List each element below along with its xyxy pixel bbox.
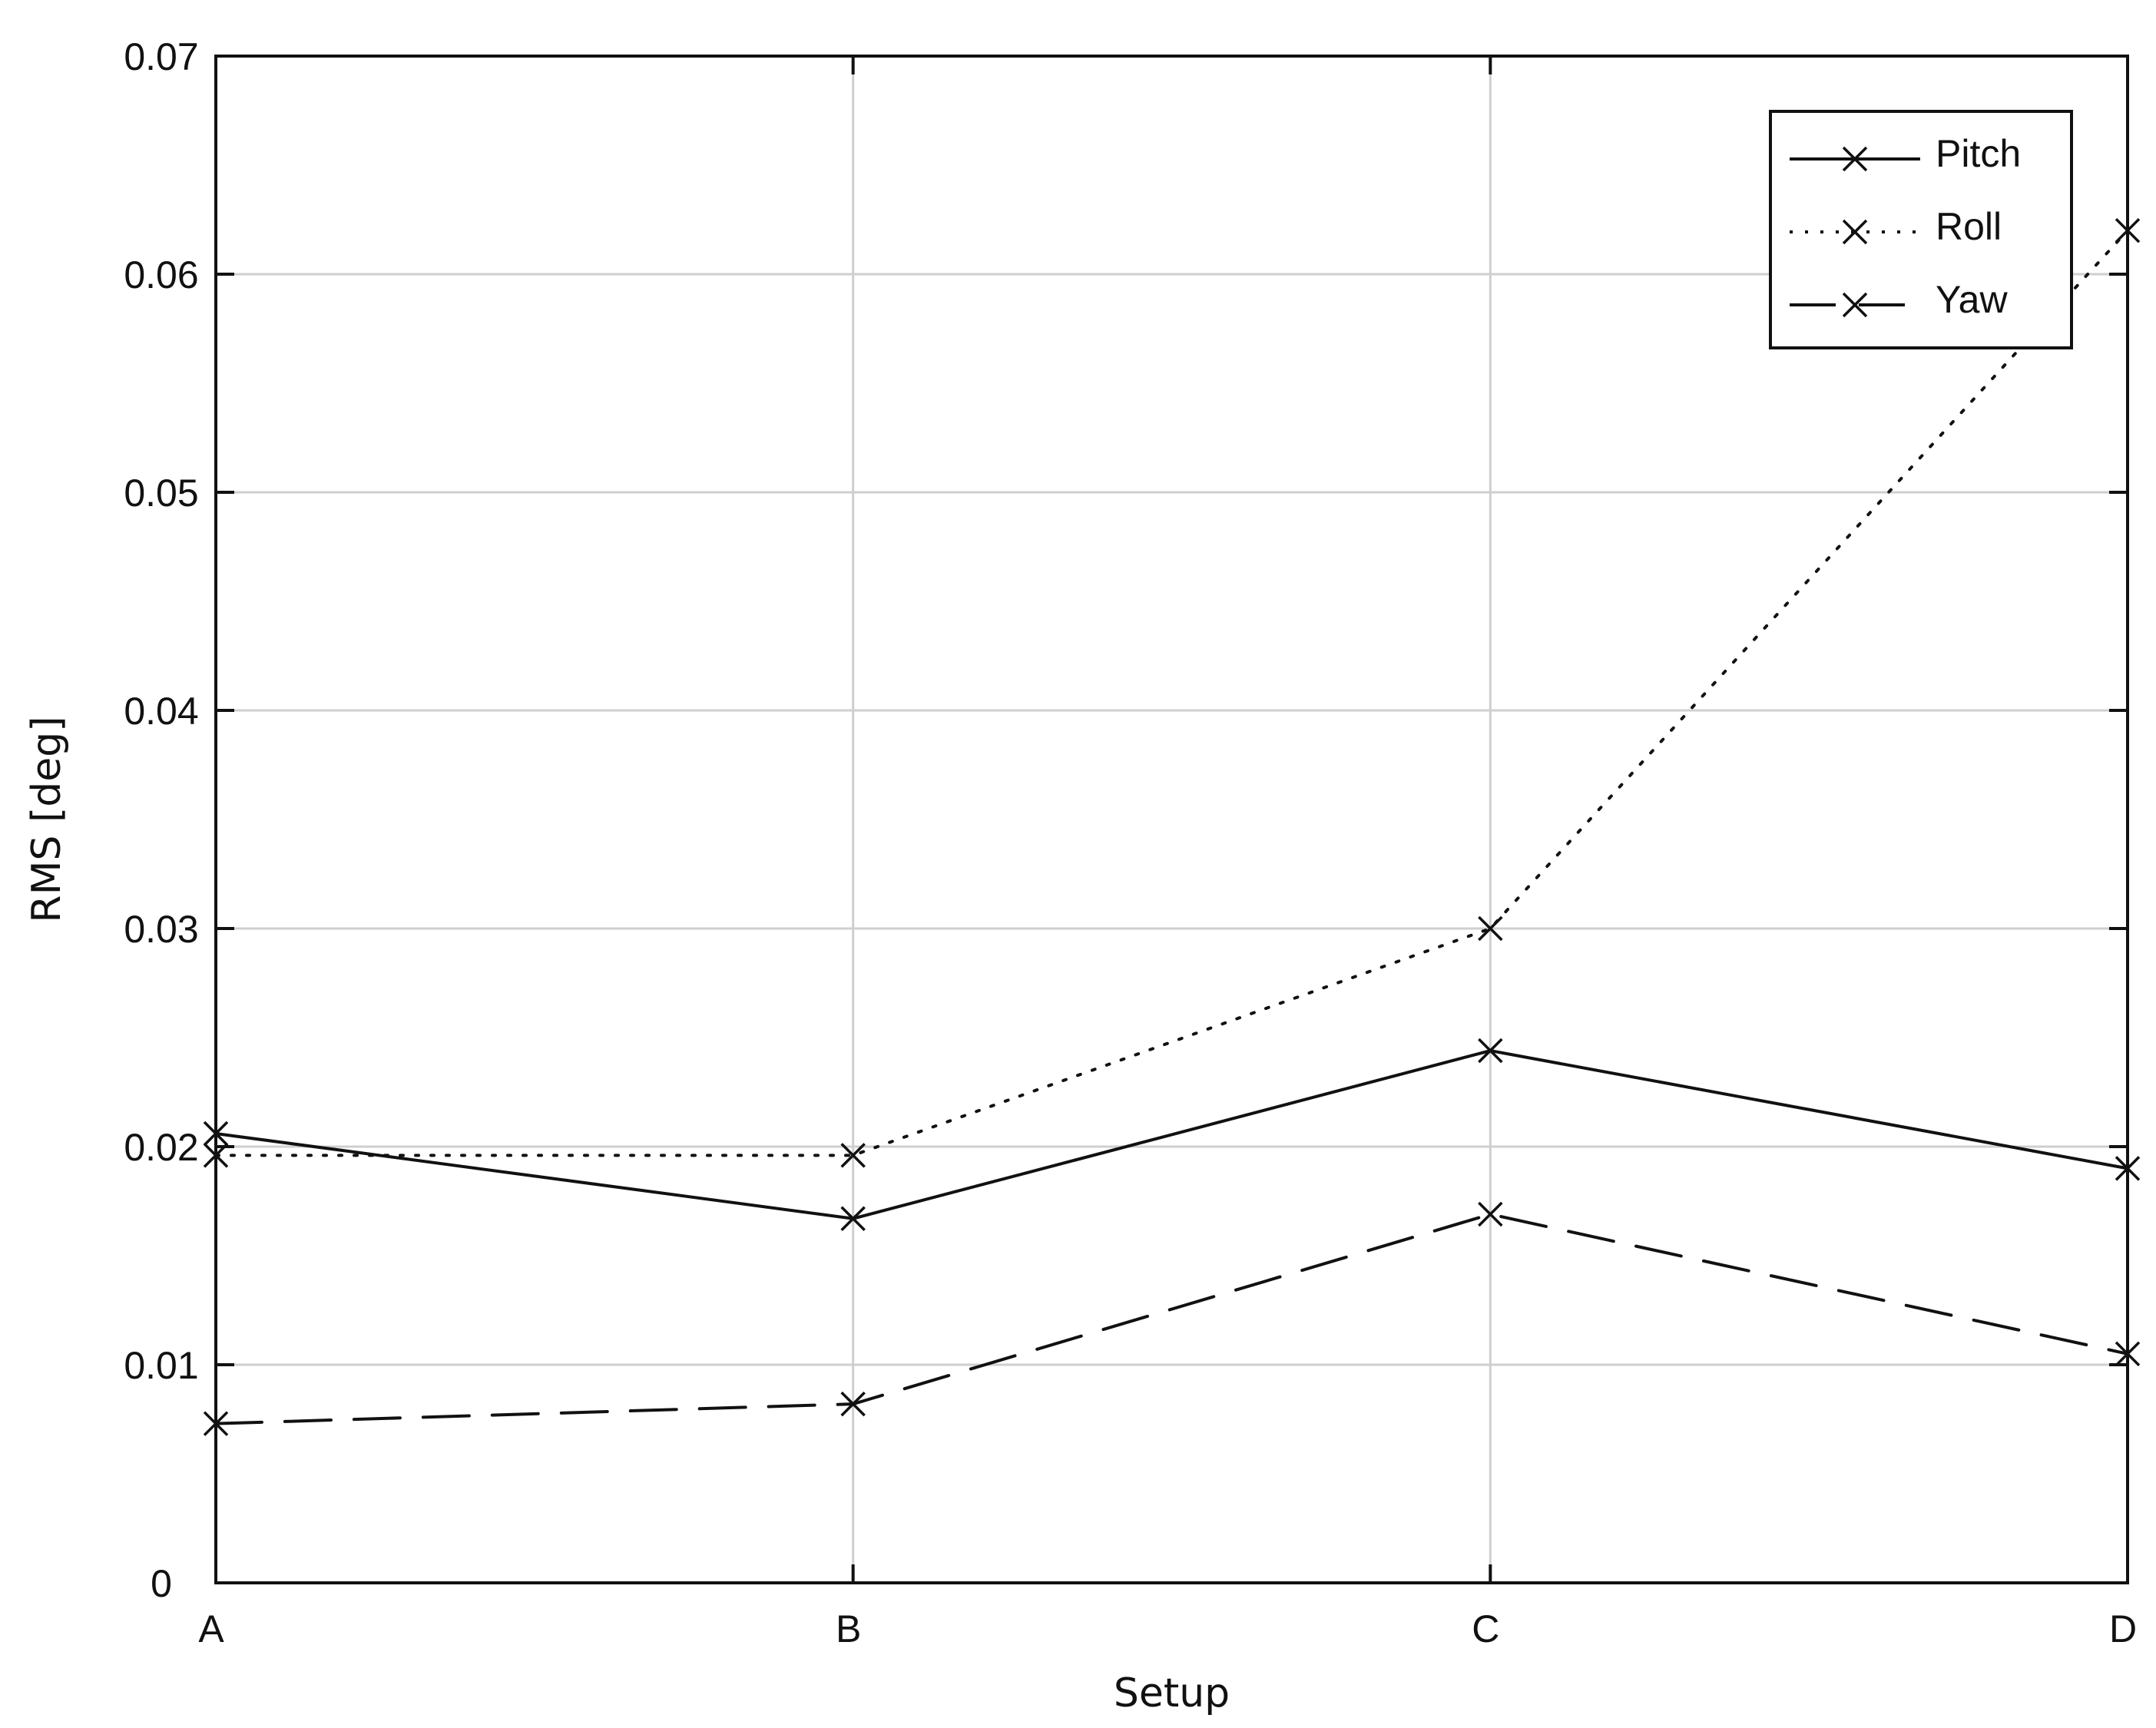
legend: Pitch Roll Yaw: [1769, 110, 2073, 349]
marker-stroke: [1842, 219, 1868, 245]
x-tick-label: A: [198, 1607, 224, 1650]
y-tick-label: 0.01: [124, 1344, 198, 1387]
legend-box: [1769, 110, 2073, 349]
y-tick-label: 0: [151, 1562, 172, 1605]
axis-ticks: [214, 55, 2129, 1584]
roll-point: [1478, 915, 1503, 942]
marker-stroke: [1478, 1038, 1503, 1064]
marker-stroke: [1478, 1201, 1503, 1227]
yaw-line: [214, 1212, 2129, 1425]
marker-stroke: [840, 1391, 866, 1417]
y-tick-label: 0.02: [124, 1126, 198, 1169]
x-axis-title: Setup: [1114, 1670, 1230, 1716]
marker-stroke: [840, 1143, 866, 1168]
legend-marker-roll: [1842, 219, 1868, 245]
marker-stroke: [1842, 292, 1868, 318]
yaw-point: [1478, 1201, 1503, 1227]
marker-stroke: [1842, 146, 1868, 172]
y-tick-label: 0.07: [124, 35, 198, 78]
series-pitch: [203, 1038, 2141, 1231]
pitch-point: [1478, 1038, 1503, 1064]
y-tick-label: 0.05: [124, 472, 198, 515]
roll-point: [840, 1143, 866, 1168]
x-tick-label: B: [836, 1607, 861, 1650]
legend-marker-yaw: [1842, 292, 1868, 318]
marker-stroke: [840, 1206, 866, 1231]
legend-label-roll: Roll: [1936, 205, 2002, 248]
yaw-point: [840, 1391, 866, 1417]
plot-frame: [214, 55, 2129, 1584]
legend-item-pitch: Pitch: [1790, 132, 2021, 175]
y-tick-label: 0.06: [124, 253, 198, 296]
x-tick-label: D: [2109, 1607, 2137, 1650]
y-tick-label: 0.03: [124, 908, 198, 951]
legend-item-roll: Roll: [1790, 205, 2002, 248]
x-tick-labels: A B C D: [198, 1607, 2137, 1650]
marker-stroke: [1478, 915, 1503, 942]
grid-lines: [216, 56, 2128, 1583]
x-tick-label: C: [1472, 1607, 1499, 1650]
legend-label-pitch: Pitch: [1936, 132, 2021, 175]
series-yaw: [203, 1201, 2141, 1436]
series-layer: [203, 217, 2141, 1436]
y-tick-labels: 0 0.01 0.02 0.03 0.04 0.05 0.06 0.07: [124, 35, 198, 1605]
legend-item-yaw: Yaw: [1790, 278, 2008, 321]
roll-line: [214, 229, 2129, 1157]
legend-label-yaw: Yaw: [1936, 278, 2008, 321]
pitch-point: [840, 1206, 866, 1231]
pitch-line: [214, 1048, 2129, 1220]
y-tick-label: 0.04: [124, 690, 198, 733]
legend-marker-pitch: [1842, 146, 1868, 172]
series-roll: [203, 217, 2141, 1168]
y-axis-title: RMS [deg]: [24, 716, 70, 922]
